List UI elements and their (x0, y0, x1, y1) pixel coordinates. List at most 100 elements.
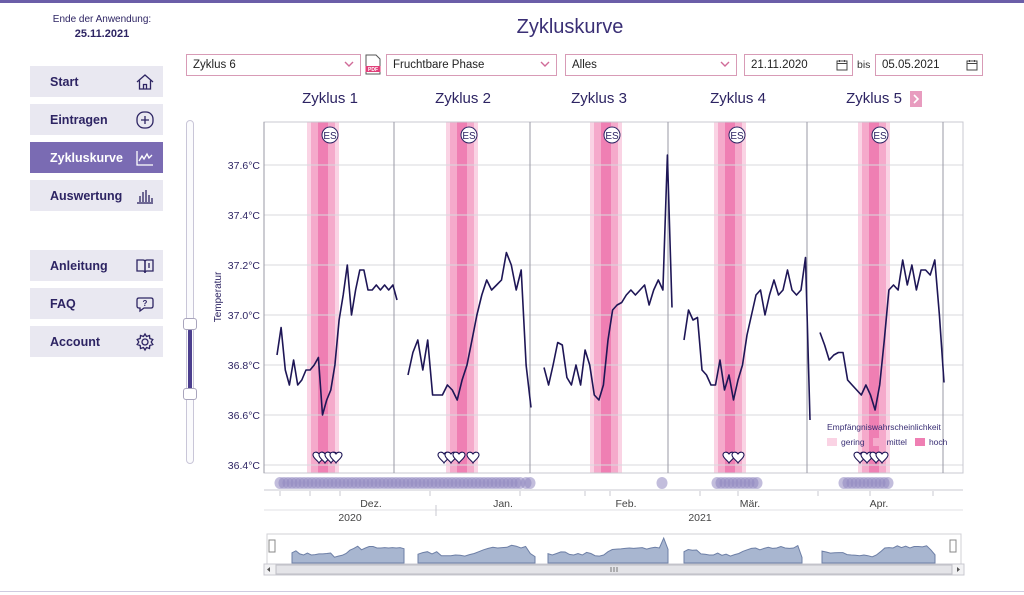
expiry-info: Ende der Anwendung: 25.11.2021 (30, 14, 174, 40)
scroll-left-icon[interactable] (267, 567, 270, 572)
fertile-band-high (457, 122, 467, 473)
temperature-curve-3 (543, 154, 673, 401)
nav-faq-label: FAQ (50, 296, 76, 311)
book-icon (136, 258, 154, 273)
bottom-border (0, 591, 1024, 592)
scroll-right-icon[interactable] (957, 567, 960, 572)
page-title: Zykluskurve (516, 16, 624, 38)
entry-dot (524, 477, 536, 489)
cycle-label-4: Zyklus 4 (710, 90, 766, 107)
month-label: Feb. (615, 498, 636, 510)
nav-eintragen-label: Eintragen (50, 112, 108, 127)
nav-start-label: Start (50, 74, 79, 89)
fertile-band-high (601, 122, 611, 473)
temperature-curve-2 (407, 251, 532, 408)
pdf-export-icon[interactable]: PDF (365, 54, 381, 75)
temperature-curve-4 (683, 256, 811, 421)
zoom-slider-handle-top[interactable] (183, 318, 197, 330)
navigator-area-5 (821, 545, 936, 564)
es-marker-label: ES (730, 131, 744, 142)
heart-icon (731, 451, 745, 465)
fertile-band-high (318, 122, 328, 473)
filter-select[interactable]: Alles (565, 54, 737, 76)
chevron-down-icon (344, 61, 354, 67)
y-tick-label: 37.2°C (228, 260, 261, 272)
legend-swatch-high (914, 438, 925, 446)
zoom-slider-range (188, 329, 192, 395)
expiry-date: 25.11.2021 (74, 28, 130, 40)
nav-eintragen[interactable]: Eintragen (30, 104, 163, 135)
legend-label-low: gering (841, 437, 865, 447)
nav-zykluskurve-label: Zykluskurve (50, 150, 123, 165)
cycle-label-1: Zyklus 1 (302, 90, 358, 107)
date-to-input[interactable]: 05.05.2021 (875, 54, 983, 76)
bis-label: bis (857, 59, 871, 71)
next-cycle-button[interactable] (910, 91, 922, 107)
y-tick-label: 36.8°C (228, 360, 261, 372)
expiry-label: Ende der Anwendung: (52, 14, 152, 25)
y-tick-label: 37.6°C (228, 160, 261, 172)
nav-zykluskurve[interactable]: Zykluskurve (30, 142, 163, 173)
chevron-right-icon (913, 94, 920, 104)
svg-text:?: ? (143, 299, 148, 308)
nav-start[interactable]: Start (30, 66, 163, 97)
zoom-slider[interactable] (183, 120, 197, 464)
nav-faq[interactable]: FAQ ? (30, 288, 163, 319)
svg-text:PDF: PDF (368, 67, 378, 73)
nav-account-label: Account (50, 334, 100, 349)
fertile-band-high (725, 122, 735, 473)
nav-auswertung[interactable]: Auswertung (30, 180, 163, 211)
legend-swatch-mid (872, 438, 883, 446)
nav-account[interactable]: Account (30, 326, 163, 357)
navigator-area-2 (417, 544, 536, 564)
es-marker (871, 126, 889, 144)
top-border (0, 0, 1024, 3)
cycle-select[interactable]: Zyklus 6 (186, 54, 361, 76)
phase-select[interactable]: Fruchtbare Phase (386, 54, 557, 76)
heart-icon (329, 451, 343, 465)
nav-auswertung-label: Auswertung (50, 188, 123, 203)
calendar-icon[interactable] (966, 59, 978, 71)
es-marker-label: ES (873, 131, 887, 142)
legend-swatch-low (827, 438, 837, 446)
es-marker (321, 126, 339, 144)
fertile-band-high (869, 122, 879, 473)
calendar-icon[interactable] (836, 59, 848, 71)
month-label: Dez. (360, 498, 382, 510)
legend-label-mid: mittel (886, 437, 907, 447)
gear-icon (136, 332, 154, 351)
legend-title: Empfängniswahrscheinlichkeit (827, 422, 941, 432)
cycle-select-value: Zyklus 6 (193, 59, 236, 71)
y-tick-label: 37.4°C (228, 210, 261, 222)
entry-dot (751, 477, 763, 489)
es-marker-label: ES (462, 131, 476, 142)
date-from-input[interactable]: 21.11.2020 (744, 54, 853, 76)
nav-anleitung-label: Anleitung (50, 258, 108, 273)
zoom-slider-handle-bottom[interactable] (183, 388, 197, 400)
navigator-handle[interactable] (268, 539, 276, 553)
navigator-area-1 (291, 545, 405, 564)
bar-chart-icon (137, 189, 153, 204)
es-marker (603, 126, 621, 144)
navigator-area-4 (683, 544, 803, 564)
navigator-handle[interactable] (949, 539, 957, 553)
cycle-label-5: Zyklus 5 (846, 90, 902, 107)
year-label: 2020 (338, 512, 362, 524)
cycle-label-2: Zyklus 2 (435, 90, 491, 107)
nav-anleitung[interactable]: Anleitung (30, 250, 163, 281)
legend-label-high: hoch (928, 437, 948, 447)
home-icon (136, 73, 154, 90)
plus-circle-icon (136, 110, 154, 129)
cycle-label-3: Zyklus 3 (571, 90, 627, 107)
y-axis-label: Temperatur (213, 271, 224, 322)
entry-dot (656, 477, 668, 489)
legend: Empfängniswahrscheinlichkeit gering mitt… (827, 422, 957, 447)
chevron-down-icon (540, 61, 550, 67)
y-tick-label: 36.4°C (228, 460, 261, 472)
temperature-curve-5 (819, 259, 945, 411)
chevron-down-icon (720, 61, 730, 67)
es-marker-label: ES (323, 131, 337, 142)
es-marker-label: ES (605, 131, 619, 142)
entry-dot (882, 477, 894, 489)
